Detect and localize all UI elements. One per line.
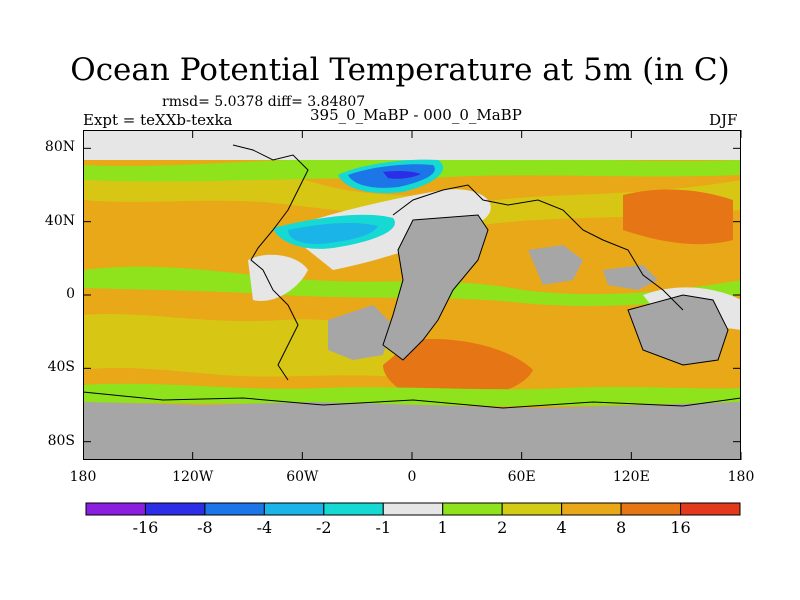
- colorbar-label: 4: [556, 518, 567, 537]
- colorbar-label: -8: [197, 518, 213, 537]
- y-tick-label: 80S: [47, 432, 75, 449]
- x-tick-label: 60W: [286, 469, 319, 485]
- equator-neutral-patch: [248, 254, 308, 301]
- outline-north-america: [232, 144, 309, 381]
- continent-outlines: [83, 144, 742, 409]
- outline-africa: [382, 214, 489, 361]
- colorbar-segment: [382, 502, 444, 516]
- y-tick-label: 0: [66, 286, 75, 302]
- x-tick-label: 120W: [172, 469, 214, 485]
- colorbar-label: -4: [256, 518, 273, 537]
- colorbar-segment: [561, 502, 622, 516]
- axis-ticks: [83, 130, 742, 460]
- colorbar-segment: [85, 502, 146, 516]
- land-antarctica: [83, 402, 741, 460]
- land-africa: [383, 215, 488, 360]
- season-label: DJF: [709, 111, 738, 129]
- ocean-band-orange-dark: [623, 189, 733, 245]
- colorbar-segment: [204, 502, 265, 516]
- y-tick-label: 40S: [47, 359, 75, 376]
- colorbar-segment: [620, 502, 682, 516]
- outline-eurasia: [392, 184, 684, 311]
- land-east-asia: [528, 245, 583, 285]
- colorbar-label: -1: [375, 518, 392, 537]
- colorbar-segment: [323, 502, 384, 516]
- land-south-america: [328, 305, 393, 360]
- colorbar-label: 16: [670, 518, 691, 537]
- colorbar-segment: [144, 502, 206, 516]
- map-panel: [83, 130, 742, 460]
- outline-antarctica: [83, 391, 742, 409]
- colorbar-label: 1: [437, 518, 448, 537]
- plot-title: Ocean Potential Temperature at 5m (in C): [70, 52, 730, 88]
- colorbar-label: -2: [316, 518, 332, 537]
- colorbar: [85, 502, 741, 516]
- colorbar-label: 2: [497, 518, 508, 537]
- land-masses: [83, 215, 741, 460]
- colorbar-segment: [680, 502, 741, 516]
- cold-anomaly-light-blue: [288, 223, 378, 244]
- x-tick-label: 0: [407, 469, 417, 485]
- x-tick-label: 60E: [507, 469, 536, 485]
- stats-text: rmsd= 5.0378 diff= 3.84807: [162, 94, 366, 110]
- experiment-label: Expt = teXXb-texka: [83, 111, 233, 129]
- outline-australia: [627, 294, 729, 366]
- plot-subtitle: 395_0_MaBP - 000_0_MaBP: [310, 106, 522, 124]
- colorbar-segment: [501, 502, 563, 516]
- x-tick-label: 180: [727, 469, 755, 485]
- x-tick-label: 120E: [612, 469, 650, 485]
- cold-anomaly-north-dark: [383, 170, 421, 179]
- land-australia: [628, 295, 728, 365]
- colorbar-label: -16: [132, 518, 159, 537]
- y-tick-label: 80N: [44, 139, 75, 156]
- colorbar-label: 8: [615, 518, 627, 537]
- x-tick-label: 180: [69, 469, 97, 485]
- colorbar-segment: [263, 502, 325, 516]
- land-indonesia: [603, 265, 658, 290]
- y-tick-label: 40N: [44, 212, 75, 229]
- ocean-band-green-south: [83, 383, 741, 407]
- colorbar-segment: [442, 502, 503, 516]
